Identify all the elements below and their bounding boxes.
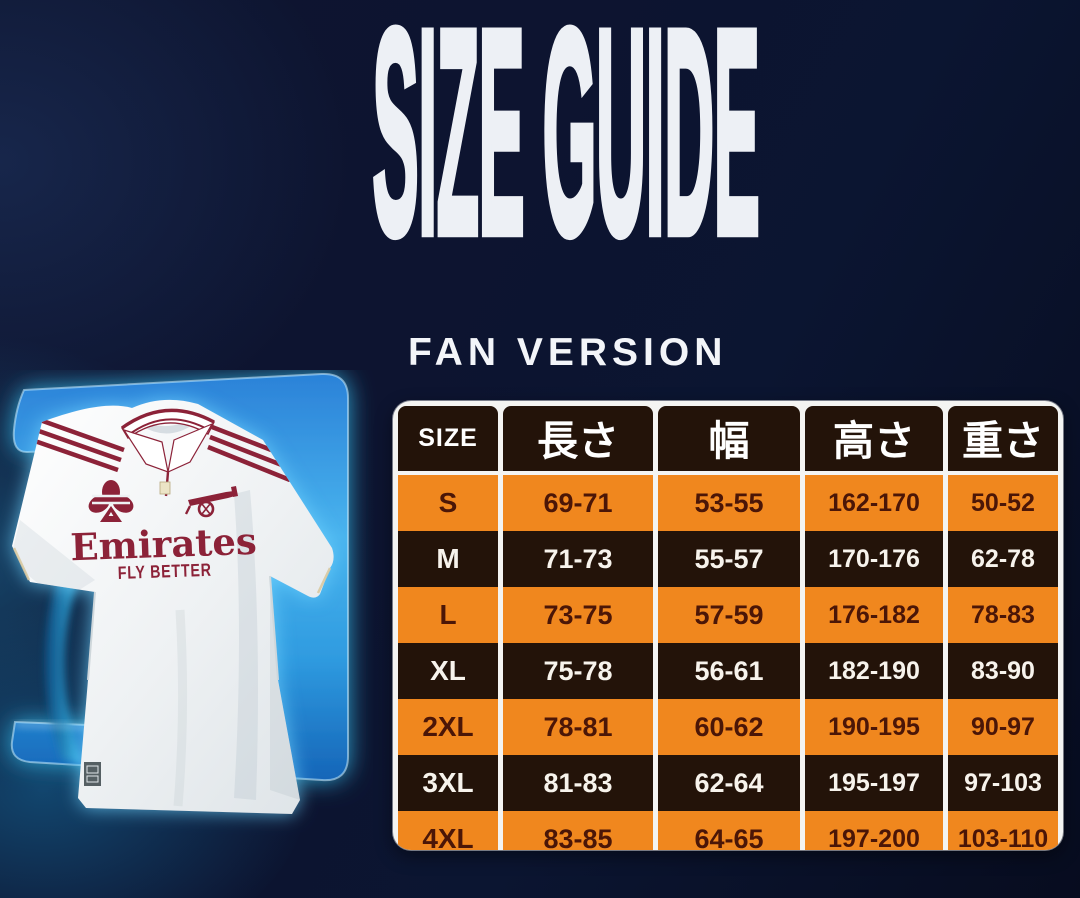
- ribbon-crescent: [44, 575, 84, 764]
- cell-weight: 103-110: [948, 811, 1058, 850]
- jersey: Emirates FLY BETTER: [12, 399, 334, 814]
- table-header-row: SIZE 長さ 幅 高さ 重さ: [398, 406, 1058, 475]
- product-photo: Emirates FLY BETTER: [10, 372, 349, 814]
- cell-width: 57-59: [658, 587, 800, 643]
- cell-height: 170-176: [805, 531, 943, 587]
- cell-size: M: [398, 531, 498, 587]
- cell-width: 62-64: [658, 755, 800, 811]
- column-header-weight: 重さ: [948, 406, 1058, 475]
- page-title: SIZE GUIDE: [26, 0, 1080, 284]
- table-row: 4XL 83-85 64-65 197-200 103-110: [398, 811, 1058, 850]
- cell-length: 75-78: [503, 643, 653, 699]
- shoulder-stripes: [31, 417, 293, 483]
- cell-height: 162-170: [805, 475, 943, 531]
- collar: [121, 408, 215, 497]
- cell-length: 83-85: [503, 811, 653, 850]
- cell-height: 176-182: [805, 587, 943, 643]
- section-subtitle: FAN VERSION: [408, 331, 728, 374]
- table-row: S 69-71 53-55 162-170 50-52: [398, 475, 1058, 531]
- cell-height: 197-200: [805, 811, 943, 850]
- sponsor-wordmark: Emirates: [70, 519, 258, 569]
- size-table: SIZE 長さ 幅 高さ 重さ S 69-71 53-55 162-170 50-52 M…: [393, 401, 1063, 850]
- cell-height: 190-195: [805, 699, 943, 755]
- table-row: 3XL 81-83 62-64 195-197 97-103: [398, 755, 1058, 811]
- cell-width: 53-55: [658, 475, 800, 531]
- column-header-height: 高さ: [805, 406, 943, 475]
- table-row: M 71-73 55-57 170-176 62-78: [398, 531, 1058, 587]
- arsenal-cannon-icon: [184, 486, 238, 518]
- table-row: XL 75-78 56-61 182-190 83-90: [398, 643, 1058, 699]
- cell-width: 55-57: [658, 531, 800, 587]
- page-title-text: SIZE GUIDE: [372, 0, 762, 297]
- cell-width: 64-65: [658, 811, 800, 850]
- cell-weight: 90-97: [948, 699, 1058, 755]
- column-header-width: 幅: [658, 406, 800, 475]
- cell-weight: 97-103: [948, 755, 1058, 811]
- cell-size: 3XL: [398, 755, 498, 811]
- cell-size: 4XL: [398, 811, 498, 850]
- cell-height: 182-190: [805, 643, 943, 699]
- cell-width: 60-62: [658, 699, 800, 755]
- cell-weight: 78-83: [948, 587, 1058, 643]
- cell-length: 69-71: [503, 475, 653, 531]
- cell-size: XL: [398, 643, 498, 699]
- column-header-length: 長さ: [503, 406, 653, 475]
- cell-size: L: [398, 587, 498, 643]
- cell-size: S: [398, 475, 498, 531]
- collar-button: [159, 481, 171, 495]
- cell-size: 2XL: [398, 699, 498, 755]
- cell-weight: 83-90: [948, 643, 1058, 699]
- cell-height: 195-197: [805, 755, 943, 811]
- cell-width: 56-61: [658, 643, 800, 699]
- cell-length: 71-73: [503, 531, 653, 587]
- column-header-size: SIZE: [398, 406, 498, 475]
- adidas-trefoil-icon: [88, 480, 134, 522]
- cell-length: 73-75: [503, 587, 653, 643]
- cell-length: 81-83: [503, 755, 653, 811]
- table-row: L 73-75 57-59 176-182 78-83: [398, 587, 1058, 643]
- cell-length: 78-81: [503, 699, 653, 755]
- cell-weight: 62-78: [948, 531, 1058, 587]
- cell-weight: 50-52: [948, 475, 1058, 531]
- sponsor-tagline: FLY BETTER: [117, 560, 212, 583]
- table-row: 2XL 78-81 60-62 190-195 90-97: [398, 699, 1058, 755]
- jock-tag: [84, 762, 101, 786]
